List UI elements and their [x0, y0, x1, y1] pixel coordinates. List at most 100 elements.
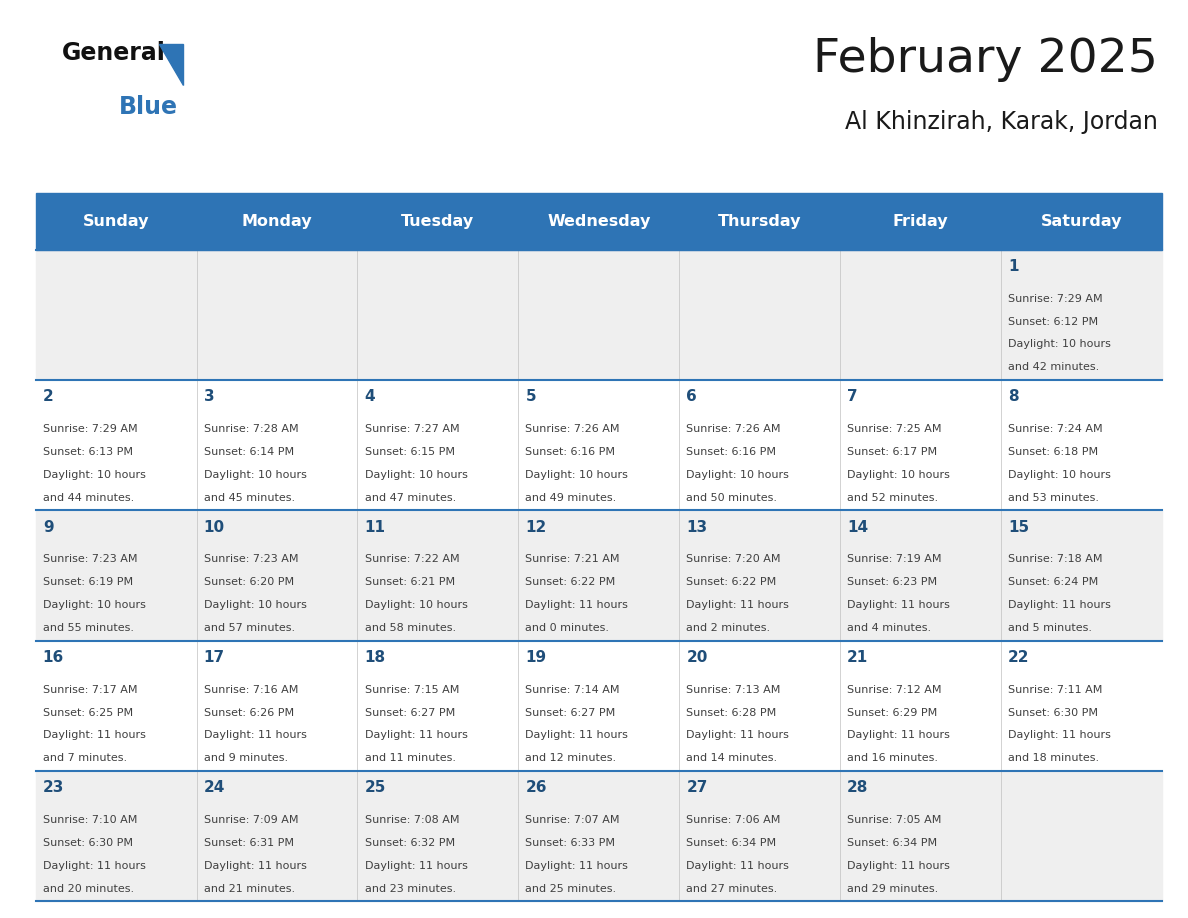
Text: Saturday: Saturday: [1041, 214, 1123, 229]
Text: Sunrise: 7:10 AM: Sunrise: 7:10 AM: [43, 815, 137, 825]
Text: 22: 22: [1009, 650, 1030, 665]
Text: 3: 3: [203, 389, 214, 404]
Text: Sunset: 6:31 PM: Sunset: 6:31 PM: [203, 838, 293, 848]
Text: Sunset: 6:34 PM: Sunset: 6:34 PM: [847, 838, 937, 848]
Text: Sunrise: 7:23 AM: Sunrise: 7:23 AM: [203, 554, 298, 565]
Text: 23: 23: [43, 780, 64, 795]
Text: Daylight: 10 hours: Daylight: 10 hours: [525, 470, 628, 480]
Text: 27: 27: [687, 780, 708, 795]
Text: Sunset: 6:30 PM: Sunset: 6:30 PM: [1009, 708, 1098, 718]
Text: 13: 13: [687, 520, 707, 534]
Text: and 25 minutes.: and 25 minutes.: [525, 884, 617, 893]
Text: Daylight: 11 hours: Daylight: 11 hours: [43, 861, 146, 871]
Text: Daylight: 11 hours: Daylight: 11 hours: [525, 731, 628, 741]
Text: and 0 minutes.: and 0 minutes.: [525, 623, 609, 633]
Text: Sunrise: 7:28 AM: Sunrise: 7:28 AM: [203, 424, 298, 434]
Text: 7: 7: [847, 389, 858, 404]
Text: Sunrise: 7:05 AM: Sunrise: 7:05 AM: [847, 815, 942, 825]
Text: Daylight: 10 hours: Daylight: 10 hours: [1009, 470, 1111, 480]
Bar: [36, 510, 1162, 641]
Text: Sunrise: 7:25 AM: Sunrise: 7:25 AM: [847, 424, 942, 434]
Text: Sunrise: 7:12 AM: Sunrise: 7:12 AM: [847, 685, 942, 695]
Bar: [36, 771, 1162, 901]
Text: Sunrise: 7:24 AM: Sunrise: 7:24 AM: [1009, 424, 1102, 434]
Text: 20: 20: [687, 650, 708, 665]
Bar: [36, 193, 1162, 250]
Text: Daylight: 10 hours: Daylight: 10 hours: [43, 470, 146, 480]
Text: Wednesday: Wednesday: [546, 214, 651, 229]
Text: and 58 minutes.: and 58 minutes.: [365, 623, 456, 633]
Text: Sunset: 6:22 PM: Sunset: 6:22 PM: [687, 577, 777, 588]
Text: and 55 minutes.: and 55 minutes.: [43, 623, 134, 633]
Text: Sunrise: 7:29 AM: Sunrise: 7:29 AM: [1009, 294, 1102, 304]
Text: General: General: [62, 41, 165, 65]
Text: Daylight: 11 hours: Daylight: 11 hours: [687, 600, 789, 610]
Text: Sunrise: 7:13 AM: Sunrise: 7:13 AM: [687, 685, 781, 695]
Text: Sunset: 6:33 PM: Sunset: 6:33 PM: [525, 838, 615, 848]
Bar: [36, 380, 1162, 510]
Text: Sunrise: 7:21 AM: Sunrise: 7:21 AM: [525, 554, 620, 565]
Text: Daylight: 11 hours: Daylight: 11 hours: [43, 731, 146, 741]
Text: Sunrise: 7:09 AM: Sunrise: 7:09 AM: [203, 815, 298, 825]
Text: and 27 minutes.: and 27 minutes.: [687, 884, 778, 893]
Text: and 47 minutes.: and 47 minutes.: [365, 493, 456, 502]
Text: Sunset: 6:14 PM: Sunset: 6:14 PM: [203, 447, 293, 457]
Text: Sunset: 6:27 PM: Sunset: 6:27 PM: [525, 708, 615, 718]
Text: 2: 2: [43, 389, 53, 404]
Text: Sunset: 6:29 PM: Sunset: 6:29 PM: [847, 708, 937, 718]
Text: and 49 minutes.: and 49 minutes.: [525, 493, 617, 502]
Text: 14: 14: [847, 520, 868, 534]
Text: 6: 6: [687, 389, 697, 404]
Text: Sunrise: 7:23 AM: Sunrise: 7:23 AM: [43, 554, 138, 565]
Text: Daylight: 11 hours: Daylight: 11 hours: [847, 731, 950, 741]
Text: 24: 24: [203, 780, 225, 795]
Text: Sunset: 6:34 PM: Sunset: 6:34 PM: [687, 838, 777, 848]
Text: Daylight: 11 hours: Daylight: 11 hours: [203, 731, 307, 741]
Text: and 14 minutes.: and 14 minutes.: [687, 754, 777, 763]
Text: and 57 minutes.: and 57 minutes.: [203, 623, 295, 633]
Text: Daylight: 10 hours: Daylight: 10 hours: [203, 600, 307, 610]
Polygon shape: [159, 44, 183, 85]
Text: Daylight: 10 hours: Daylight: 10 hours: [365, 600, 467, 610]
Text: Sunset: 6:30 PM: Sunset: 6:30 PM: [43, 838, 133, 848]
Text: 11: 11: [365, 520, 386, 534]
Text: 5: 5: [525, 389, 536, 404]
Text: Sunset: 6:15 PM: Sunset: 6:15 PM: [365, 447, 455, 457]
Text: February 2025: February 2025: [814, 37, 1158, 82]
Text: Sunrise: 7:26 AM: Sunrise: 7:26 AM: [525, 424, 620, 434]
Text: Sunrise: 7:06 AM: Sunrise: 7:06 AM: [687, 815, 781, 825]
Text: Sunset: 6:26 PM: Sunset: 6:26 PM: [203, 708, 293, 718]
Text: and 12 minutes.: and 12 minutes.: [525, 754, 617, 763]
Text: Sunset: 6:28 PM: Sunset: 6:28 PM: [687, 708, 777, 718]
Text: Daylight: 11 hours: Daylight: 11 hours: [525, 600, 628, 610]
Text: Sunrise: 7:22 AM: Sunrise: 7:22 AM: [365, 554, 460, 565]
Text: Sunrise: 7:11 AM: Sunrise: 7:11 AM: [1009, 685, 1102, 695]
Text: Daylight: 10 hours: Daylight: 10 hours: [1009, 340, 1111, 350]
Text: Sunset: 6:25 PM: Sunset: 6:25 PM: [43, 708, 133, 718]
Bar: [36, 641, 1162, 771]
Text: Sunrise: 7:17 AM: Sunrise: 7:17 AM: [43, 685, 138, 695]
Text: Sunrise: 7:27 AM: Sunrise: 7:27 AM: [365, 424, 460, 434]
Text: and 4 minutes.: and 4 minutes.: [847, 623, 931, 633]
Text: Sunset: 6:18 PM: Sunset: 6:18 PM: [1009, 447, 1098, 457]
Text: Sunrise: 7:20 AM: Sunrise: 7:20 AM: [687, 554, 781, 565]
Text: Sunset: 6:17 PM: Sunset: 6:17 PM: [847, 447, 937, 457]
Text: and 23 minutes.: and 23 minutes.: [365, 884, 456, 893]
Text: Sunset: 6:24 PM: Sunset: 6:24 PM: [1009, 577, 1099, 588]
Text: Sunrise: 7:07 AM: Sunrise: 7:07 AM: [525, 815, 620, 825]
Text: Daylight: 11 hours: Daylight: 11 hours: [847, 861, 950, 871]
Text: Sunset: 6:21 PM: Sunset: 6:21 PM: [365, 577, 455, 588]
Text: Daylight: 10 hours: Daylight: 10 hours: [43, 600, 146, 610]
Text: Sunrise: 7:29 AM: Sunrise: 7:29 AM: [43, 424, 138, 434]
Text: and 52 minutes.: and 52 minutes.: [847, 493, 939, 502]
Text: Sunset: 6:22 PM: Sunset: 6:22 PM: [525, 577, 615, 588]
Text: 15: 15: [1009, 520, 1029, 534]
Text: 18: 18: [365, 650, 386, 665]
Text: and 16 minutes.: and 16 minutes.: [847, 754, 939, 763]
Text: 25: 25: [365, 780, 386, 795]
Text: Daylight: 11 hours: Daylight: 11 hours: [1009, 731, 1111, 741]
Text: Friday: Friday: [892, 214, 948, 229]
Text: Sunset: 6:16 PM: Sunset: 6:16 PM: [525, 447, 615, 457]
Text: Sunset: 6:20 PM: Sunset: 6:20 PM: [203, 577, 293, 588]
Text: Sunset: 6:16 PM: Sunset: 6:16 PM: [687, 447, 776, 457]
